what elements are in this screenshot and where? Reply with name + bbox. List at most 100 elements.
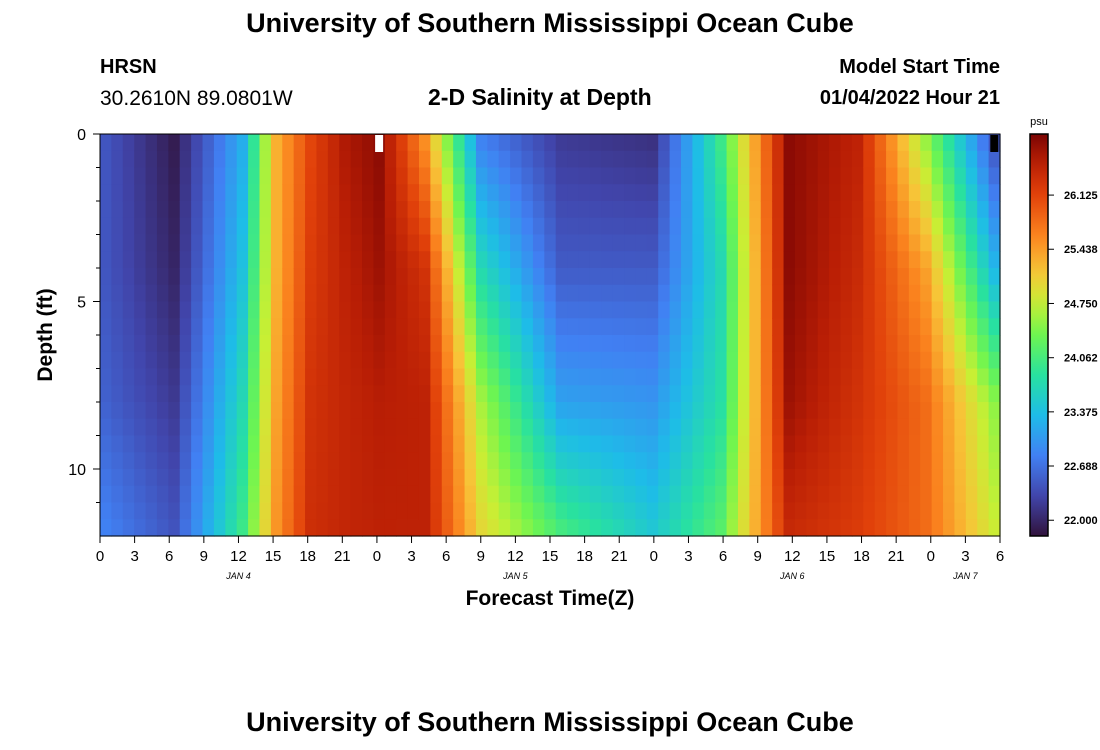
heatmap-cell [373, 351, 386, 370]
heatmap-cell [236, 418, 249, 437]
heatmap-cell [840, 402, 853, 420]
heatmap-cell [532, 335, 545, 353]
heatmap-cell [658, 469, 671, 487]
heatmap-cell [145, 452, 158, 470]
heatmap-cell [362, 268, 375, 286]
heatmap-cell [544, 268, 557, 286]
heatmap-cell [601, 284, 614, 303]
heatmap-cell [430, 268, 443, 286]
heatmap-cell [407, 452, 420, 470]
heatmap-cell [943, 351, 956, 370]
heatmap-cell [886, 435, 899, 453]
heatmap-cell [965, 469, 978, 487]
heatmap-cell [270, 519, 283, 537]
heatmap-cell [840, 452, 853, 470]
heatmap-cell [179, 217, 192, 236]
heatmap-cell [327, 418, 340, 437]
heatmap-cell [213, 134, 226, 152]
heatmap-cell [430, 351, 443, 370]
heatmap-cell [407, 485, 420, 504]
heatmap-cell [555, 402, 568, 420]
heatmap-cell [134, 519, 147, 537]
heatmap-cell [259, 301, 272, 319]
heatmap-cell [111, 150, 124, 169]
heatmap-cell [737, 268, 750, 286]
heatmap-cell [282, 217, 295, 236]
heatmap-cell [646, 351, 659, 370]
heatmap-cell [418, 452, 431, 470]
heatmap-cell [669, 519, 682, 537]
heatmap-cell [191, 368, 204, 386]
heatmap-cell [498, 519, 511, 537]
heatmap-cell [282, 318, 295, 336]
heatmap-cell [111, 318, 124, 336]
heatmap-cell [339, 452, 352, 470]
heatmap-cell [612, 201, 625, 219]
heatmap-cell [692, 402, 705, 420]
heatmap-cell [726, 167, 739, 185]
heatmap-cell [134, 452, 147, 470]
heatmap-cell [225, 469, 238, 487]
heatmap-cell [601, 217, 614, 236]
heatmap-cell [874, 435, 887, 453]
heatmap-cell [829, 351, 842, 370]
heatmap-cell [544, 167, 557, 185]
heatmap-cell [988, 351, 1001, 370]
heatmap-cell [316, 502, 329, 520]
heatmap-cell [339, 351, 352, 370]
heatmap-cell [453, 452, 466, 470]
heatmap-cell [863, 402, 876, 420]
heatmap-cell [532, 268, 545, 286]
heatmap-cell [362, 485, 375, 504]
heatmap-cell [863, 217, 876, 236]
heatmap-cell [521, 184, 534, 202]
x-tick-label: 15 [265, 548, 282, 565]
heatmap-cell [487, 251, 500, 269]
heatmap-cell [567, 485, 580, 504]
heatmap-cell [430, 167, 443, 185]
heatmap-cell [270, 234, 283, 252]
heatmap-cell [339, 385, 352, 403]
heatmap-cell [886, 335, 899, 353]
heatmap-cell [156, 485, 169, 504]
heatmap-cell [840, 301, 853, 319]
heatmap-cell [794, 385, 807, 403]
heatmap-cell [305, 251, 318, 269]
heatmap-cell [965, 234, 978, 252]
heatmap-cell [373, 502, 386, 520]
heatmap-cell [749, 251, 762, 269]
heatmap-cell [100, 402, 112, 420]
heatmap-cell [305, 284, 318, 303]
heatmap-cell [384, 251, 397, 269]
heatmap-cell [931, 368, 944, 386]
heatmap-cell [145, 385, 158, 403]
heatmap-cell [145, 150, 158, 169]
heatmap-cell [988, 201, 1001, 219]
heatmap-cell [213, 502, 226, 520]
heatmap-cell [749, 184, 762, 202]
heatmap-cell [977, 167, 990, 185]
heatmap-cell [510, 284, 523, 303]
heatmap-cell [681, 134, 693, 152]
heatmap-cell [908, 402, 921, 420]
heatmap-cell [601, 134, 614, 152]
heatmap-cell [122, 402, 135, 420]
heatmap-cell [373, 452, 386, 470]
heatmap-cell [510, 184, 523, 202]
heatmap-cell [362, 150, 375, 169]
heatmap-cell [737, 452, 750, 470]
heatmap-cell [259, 402, 272, 420]
heatmap-cell [783, 385, 796, 403]
heatmap-cell [806, 519, 819, 537]
heatmap-cell [943, 284, 956, 303]
heatmap-cell [293, 519, 306, 537]
heatmap-cell [453, 268, 466, 286]
heatmap-cell [954, 469, 967, 487]
heatmap-cell [589, 184, 602, 202]
heatmap-cell [977, 519, 990, 537]
heatmap-cell [248, 368, 261, 386]
heatmap-cell [817, 335, 830, 353]
heatmap-cell [156, 268, 169, 286]
heatmap-cell [988, 519, 1001, 537]
heatmap-cell [692, 234, 705, 252]
